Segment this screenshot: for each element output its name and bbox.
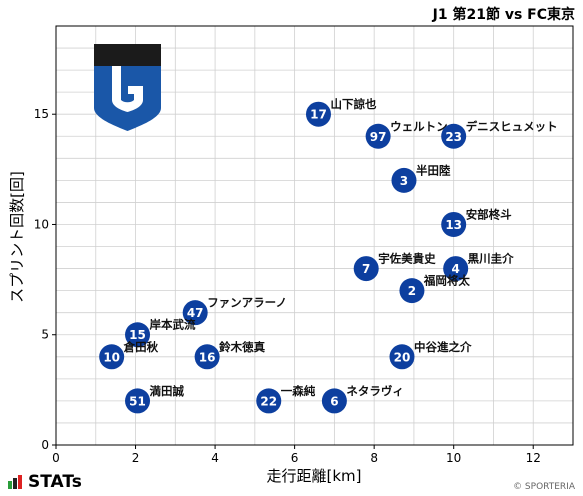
- player-marker: [125, 322, 151, 348]
- y-tick-label: 15: [34, 107, 49, 121]
- plot-frame: [55, 25, 574, 446]
- player-name: 黒川圭介: [468, 252, 514, 266]
- player-number: 22: [260, 394, 277, 408]
- stats-bars-icon: [8, 475, 23, 489]
- player-number: 51: [129, 394, 146, 408]
- chart-title: J1 第21節 vs FC東京: [432, 7, 575, 23]
- player-marker: [194, 344, 220, 370]
- player-marker: [353, 256, 379, 282]
- player-marker: [365, 123, 391, 149]
- x-tick-label: 6: [291, 451, 299, 465]
- player-marker: [389, 344, 415, 370]
- player-marker: [399, 278, 425, 304]
- player-marker: [391, 167, 417, 193]
- x-axis-label: 走行距離[km]: [266, 467, 361, 485]
- player-point: 3 半田陸: [391, 163, 451, 193]
- y-tick-label: 10: [34, 217, 49, 231]
- axes: 0 2 4 6 8 10 12 0 5 10 15: [34, 25, 574, 465]
- player-point: 13 安部柊斗: [441, 207, 512, 237]
- x-tick-label: 10: [446, 451, 461, 465]
- player-marker: [441, 123, 467, 149]
- y-tick-label: 5: [41, 328, 49, 342]
- player-number: 23: [445, 130, 462, 144]
- player-number: 2: [408, 284, 416, 298]
- player-number: 4: [452, 262, 460, 276]
- player-number: 15: [129, 328, 146, 342]
- player-number: 7: [362, 262, 370, 276]
- grid: [55, 25, 574, 446]
- player-point: 2 福岡将太: [399, 274, 470, 304]
- player-point: 4 黒川圭介: [443, 252, 514, 282]
- player-point: 22 一森純: [256, 384, 316, 414]
- x-tick-label: 0: [52, 451, 60, 465]
- player-name: デニスヒュメット: [466, 119, 558, 133]
- player-marker: [99, 344, 125, 370]
- x-tick-label: 2: [132, 451, 140, 465]
- player-marker: [182, 300, 208, 326]
- player-marker: [305, 101, 331, 127]
- player-marker: [443, 256, 469, 282]
- player-number: 47: [187, 306, 204, 320]
- player-name: 福岡将太: [423, 274, 470, 288]
- player-point: 15 岸本武流: [125, 318, 196, 348]
- player-number: 10: [103, 350, 120, 364]
- player-number: 3: [400, 174, 408, 188]
- player-name: ネタラヴィ: [346, 384, 404, 398]
- player-name: 満田誠: [150, 384, 185, 398]
- player-number: 20: [394, 350, 411, 364]
- player-point: 51 満田誠: [125, 384, 185, 414]
- player-marker: [125, 388, 151, 414]
- player-marker: [321, 388, 347, 414]
- player-point: 23 デニスヒュメット: [441, 119, 558, 149]
- player-name: 中谷進之介: [414, 340, 472, 354]
- player-marker: [441, 211, 467, 237]
- team-crest-icon: [94, 44, 161, 131]
- player-name: 安部柊斗: [466, 207, 512, 221]
- player-name: 宇佐美貴史: [378, 252, 436, 266]
- x-tick-label: 4: [211, 451, 219, 465]
- player-name: ファンアラーノ: [207, 296, 287, 310]
- player-name: 鈴木徳真: [219, 340, 265, 354]
- player-number: 13: [445, 218, 462, 232]
- player-name: 岸本武流: [150, 318, 196, 332]
- player-name: 山下諒也: [330, 97, 376, 111]
- player-name: ウェルトン: [390, 119, 448, 133]
- player-number: 6: [330, 394, 338, 408]
- player-point: 7 宇佐美貴史: [353, 252, 436, 282]
- player-number: 16: [199, 350, 216, 364]
- player-name: 一森純: [281, 384, 316, 398]
- y-tick-label: 0: [41, 438, 49, 452]
- player-number: 17: [310, 108, 327, 122]
- player-name: 半田陸: [416, 163, 451, 177]
- x-tick-label: 12: [526, 451, 541, 465]
- player-point: 6 ネタラヴィ: [321, 384, 404, 414]
- player-name: 倉田秋: [123, 340, 159, 354]
- player-marker: [256, 388, 282, 414]
- data-points: 17山下諒也97ウェルトン23デニスヒュメット3半田陸13安部柊斗7宇佐美貴史4…: [99, 97, 558, 414]
- brand-text: STATs: [28, 472, 82, 492]
- player-number: 97: [370, 130, 387, 144]
- stats-logo: STATs: [8, 472, 82, 492]
- y-axis-label: スプリント回数[回]: [8, 171, 26, 303]
- x-tick-label: 8: [370, 451, 378, 465]
- copyright: © SPORTERIA: [513, 482, 575, 492]
